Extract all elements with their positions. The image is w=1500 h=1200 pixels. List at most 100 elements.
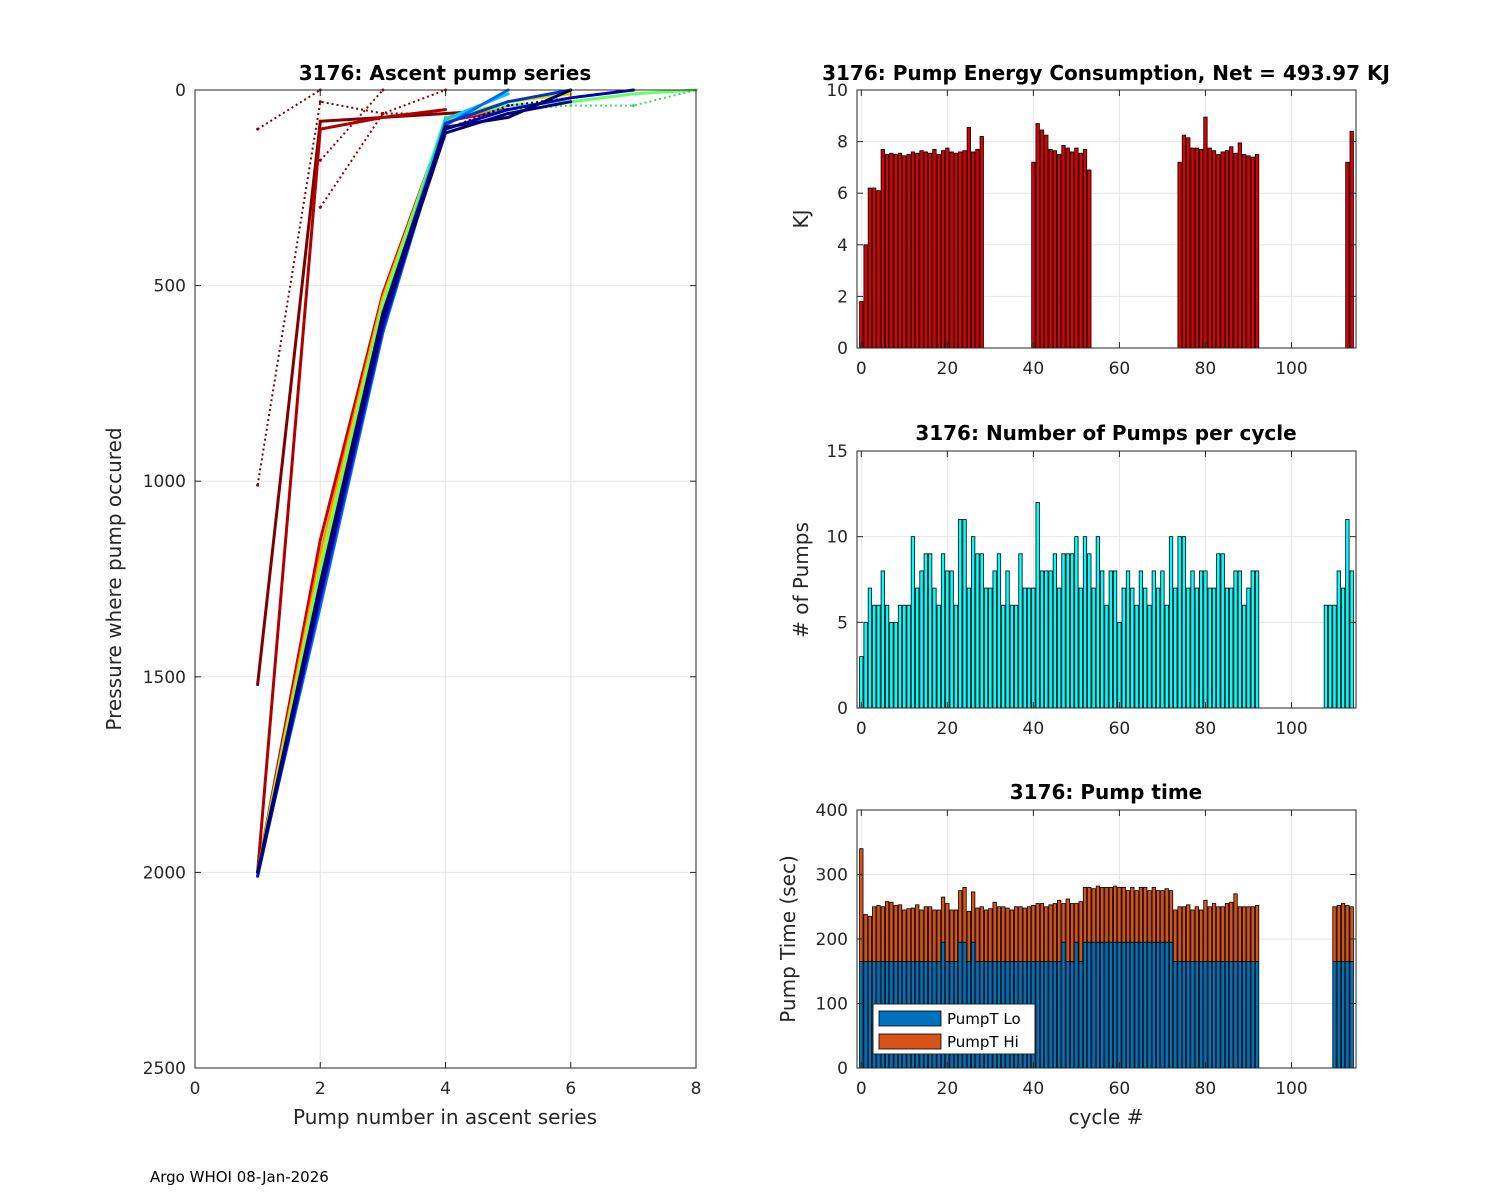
energy-bar <box>859 301 864 349</box>
pumptime-bar-hi <box>889 901 894 962</box>
numpumps-bar <box>1207 587 1212 709</box>
numpumps-bar <box>1108 570 1113 709</box>
pumptime-bar-lo <box>1117 941 1122 1069</box>
numpumps-bar <box>979 553 984 709</box>
pumptime-bar-hi <box>1242 906 1247 962</box>
ascent-point <box>569 100 573 104</box>
pumptime-bar-hi <box>996 906 1002 962</box>
pumptime-bar-hi <box>1065 898 1070 962</box>
pumptime-bar-lo <box>1340 961 1346 1069</box>
ascent-point <box>569 104 573 108</box>
ascent-ytick-label: 1000 <box>143 472 186 492</box>
energy-bar <box>928 152 933 349</box>
numpumps-bar <box>1160 570 1165 709</box>
pumptime-bar-lo <box>1048 961 1053 1069</box>
ascent-point <box>318 127 322 131</box>
pumptime-bar-hi <box>876 905 881 962</box>
numpumps-bar <box>1100 570 1105 709</box>
numpumps-bar <box>983 587 989 709</box>
pumptime-bar-lo <box>1224 961 1230 1069</box>
numpumps-bars <box>859 501 1354 709</box>
ascent-line-navy-dot <box>445 89 634 131</box>
pumptime-bar-lo <box>1237 961 1242 1069</box>
energy-bar <box>1190 147 1195 349</box>
pumptime-bar-hi <box>1143 887 1148 943</box>
pumptime-bar-hi <box>1246 906 1251 962</box>
pumptime-bar-hi <box>1100 887 1105 943</box>
pumptime-bar-hi <box>919 909 924 962</box>
pumptime-bar-lo <box>1207 961 1212 1069</box>
pumptime-bar-hi <box>949 909 954 962</box>
numpumps-xtick-label: 100 <box>1275 719 1307 739</box>
energy-bar <box>1224 150 1230 349</box>
energy-bar <box>1220 151 1225 349</box>
legend-label-hi: PumpT Hi <box>947 1033 1019 1051</box>
numpumps-xtick-label: 60 <box>1109 719 1131 739</box>
pumptime-bar-lo <box>1108 941 1113 1069</box>
pumptime-bar-hi <box>928 906 933 962</box>
energy-bar <box>1052 150 1057 349</box>
pumptime-bar-hi <box>1160 890 1165 943</box>
energy-bar <box>876 190 881 349</box>
pumptime-bar-hi <box>1203 899 1208 962</box>
pumptime-bar-lo <box>1190 961 1195 1069</box>
energy-bar <box>932 148 937 349</box>
ascent-xtick-label: 4 <box>440 1079 451 1099</box>
energy-title: 3176: Pump Energy Consumption, Net = 493… <box>822 61 1390 85</box>
numpumps-bar <box>1237 570 1242 709</box>
pumptime-bar-hi <box>1130 887 1135 943</box>
numpumps-bar <box>988 587 993 709</box>
energy-bar <box>923 151 928 349</box>
numpumps-bar <box>1220 553 1225 709</box>
pumptime-bar-lo <box>1044 961 1049 1069</box>
numpumps-bar <box>928 553 933 709</box>
energy-bar <box>975 148 980 349</box>
ascent-point <box>444 127 447 131</box>
pumptime-bar-hi <box>906 908 911 962</box>
pumptime-bar-lo <box>1160 941 1165 1069</box>
pumptime-bar-lo <box>1194 961 1199 1069</box>
ascent-ticks: 0 2 4 6 8 0 500 1000 1500 2000 2500 <box>143 81 702 1099</box>
pumptime-bar-hi <box>902 909 907 962</box>
energy-bar <box>1216 154 1221 349</box>
pumptime-bar-lo <box>1156 941 1161 1069</box>
pumptime-bar-hi <box>880 906 885 962</box>
ascent-point <box>256 483 260 487</box>
energy-bar <box>1186 137 1191 349</box>
ascent-point <box>444 121 447 125</box>
pumptime-ytick-label: 200 <box>816 930 848 950</box>
pumptime-bar-hi <box>940 896 946 943</box>
ascent-ytick-label: 2000 <box>143 863 186 883</box>
ascent-ytick-label: 500 <box>154 277 186 297</box>
pumptime-bar-hi <box>1082 887 1088 943</box>
numpumps-bar <box>1082 536 1088 709</box>
energy-xtick-label: 40 <box>1023 359 1045 379</box>
energy-bar <box>953 152 959 349</box>
numpumps-bar <box>945 570 950 709</box>
pumptime-bar-hi <box>1177 906 1182 962</box>
energy-bar <box>1087 169 1092 349</box>
numpumps-ticks: 0 20 40 60 80 100 0 5 10 15 <box>826 442 1356 739</box>
pumptime-bar-hi <box>1237 906 1242 962</box>
numpumps-bar <box>1138 570 1144 709</box>
pumptime-legend: PumpT Lo PumpT Hi <box>872 1003 1036 1055</box>
numpumps-bar <box>1031 587 1036 709</box>
energy-ticks: 0 20 40 60 80 100 0 2 4 6 8 10 <box>826 81 1356 379</box>
ascent-point <box>318 100 322 104</box>
pumptime-bar-lo <box>1233 961 1238 1069</box>
pumptime-bar-hi <box>1052 903 1057 962</box>
numpumps-bar <box>1254 570 1260 709</box>
numpumps-bar <box>962 519 967 709</box>
ascent-ylabel: Pressure where pump occured <box>102 427 126 730</box>
energy-bar <box>945 147 950 349</box>
numpumps-bar <box>884 604 890 709</box>
energy-xtick-label: 0 <box>856 359 867 379</box>
pumptime-bar-hi <box>1211 903 1217 962</box>
numpumps-panel: 0 20 40 60 80 100 0 5 10 15 3176: Number of Pumps… <box>789 421 1357 739</box>
pumptime-bar-hi <box>893 905 898 962</box>
numpumps-bar <box>1211 587 1217 709</box>
pumptime-bar-lo <box>1100 941 1105 1069</box>
pumptime-ylabel: Pump Time (sec) <box>776 855 800 1023</box>
pumptime-bar-lo <box>1216 961 1221 1069</box>
energy-bar <box>1211 150 1217 349</box>
